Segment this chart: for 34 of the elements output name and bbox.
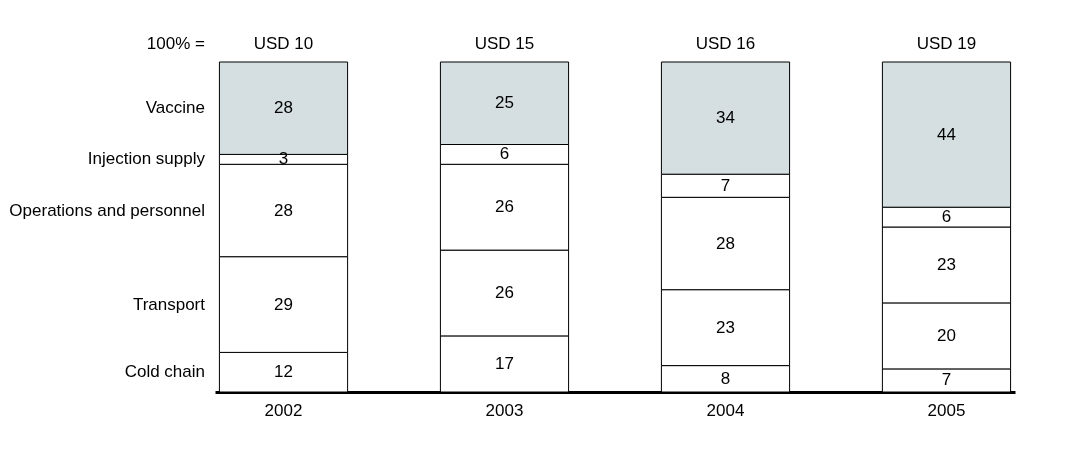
data-label: 34 xyxy=(716,108,735,128)
data-label: 6 xyxy=(499,144,510,164)
data-label: 44 xyxy=(937,124,956,144)
data-label: 17 xyxy=(495,353,514,373)
x-tick-label: 2005 xyxy=(927,400,966,420)
text: 100% = xyxy=(146,34,206,53)
total-label: USD 15 xyxy=(474,34,535,53)
series-label: Transport xyxy=(132,294,206,314)
data-label: 7 xyxy=(941,370,952,390)
data-label: 20 xyxy=(937,325,956,345)
series-label: Cold chain xyxy=(124,362,205,382)
total-label: USD 16 xyxy=(695,34,756,53)
x-tick-label: 2004 xyxy=(706,400,745,420)
data-label: 23 xyxy=(937,254,956,274)
data-label: 26 xyxy=(495,283,514,302)
total-label: USD 10 xyxy=(253,34,314,53)
x-tick-label: 2002 xyxy=(264,400,303,420)
total-label: USD 19 xyxy=(916,34,977,53)
data-label: 12 xyxy=(274,362,293,382)
data-label: 3 xyxy=(278,149,289,169)
data-label: 28 xyxy=(716,233,735,253)
x-tick-label: 2003 xyxy=(485,400,524,420)
series-label: Injection supply xyxy=(87,149,206,169)
data-label: 7 xyxy=(720,175,731,195)
data-label: 28 xyxy=(274,98,293,118)
data-label: 25 xyxy=(495,93,514,113)
series-label: Vaccine xyxy=(145,98,205,118)
series-label: Operations and personnel xyxy=(9,200,205,220)
data-label: 28 xyxy=(274,200,293,220)
data-label: 26 xyxy=(495,197,514,217)
data-label: 6 xyxy=(941,207,952,227)
data-label: 29 xyxy=(274,294,293,314)
data-label: 8 xyxy=(720,368,731,388)
data-label: 23 xyxy=(716,317,735,337)
